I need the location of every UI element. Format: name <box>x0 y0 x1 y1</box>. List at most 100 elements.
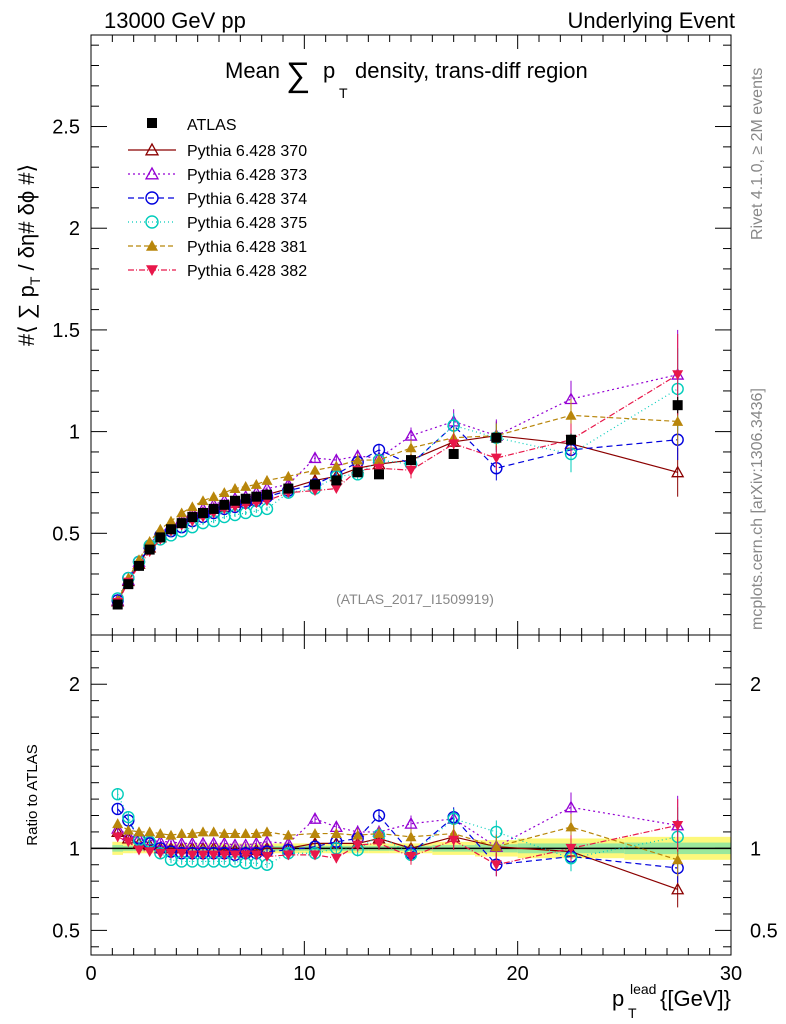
x-label-units: {[GeV]} <box>660 986 731 1011</box>
data-point <box>565 821 577 832</box>
data-point <box>491 432 502 443</box>
data-point <box>309 850 321 861</box>
y-tick-label-main: 1.5 <box>52 320 80 342</box>
data-point <box>282 470 294 481</box>
data-point <box>112 832 124 843</box>
series-main-3 <box>111 415 684 607</box>
data-point <box>309 828 321 838</box>
data-point <box>112 818 124 829</box>
data-point <box>352 840 364 851</box>
side-bottom-label: mcplots.cern.ch [arXiv:1306.3436] <box>749 388 766 630</box>
data-point <box>165 848 177 859</box>
y-label-main: #⟨ ∑ pT / δη# δϕ #⟩ <box>14 164 43 346</box>
y-axis-label: #⟨ ∑ pT / δη# δϕ #⟩ <box>14 164 43 346</box>
x-tick-label: 10 <box>293 963 315 985</box>
data-point <box>197 826 209 837</box>
title-p-sub: T <box>339 85 348 101</box>
data-point <box>672 400 683 411</box>
legend-entry-5: Pythia 6.428 381 <box>128 239 307 256</box>
data-point <box>250 850 262 861</box>
y-tick-label-ratio-right: 0.5 <box>750 920 778 942</box>
data-point <box>352 467 363 478</box>
data-point <box>144 826 156 837</box>
data-point <box>166 524 176 535</box>
data-point <box>218 828 230 838</box>
data-point <box>240 493 251 504</box>
data-point <box>671 465 685 478</box>
legend-entry-3: Pythia 6.428 374 <box>128 191 307 208</box>
data-point <box>672 854 684 865</box>
data-point <box>565 409 577 420</box>
data-point <box>405 831 417 842</box>
legend-label: Pythia 6.428 382 <box>187 263 307 280</box>
data-point <box>154 828 166 838</box>
legend-label: Pythia 6.428 374 <box>187 191 307 208</box>
ratio-panel-frame <box>90 634 732 956</box>
legend-entry-1: Pythia 6.428 370 <box>128 142 307 160</box>
data-point <box>134 560 144 571</box>
series-main-2 <box>111 329 685 606</box>
data-point <box>154 848 166 859</box>
series-line <box>117 374 678 601</box>
data-point <box>448 835 460 846</box>
data-point <box>208 491 220 502</box>
legend-label: Pythia 6.428 375 <box>187 215 307 232</box>
legend-series-list: Pythia 6.428 370 Pythia 6.428 373 Pythia 6… <box>128 142 307 280</box>
title-prefix: Mean <box>225 58 280 83</box>
data-point <box>283 483 294 494</box>
title-p: p <box>323 58 335 83</box>
header-right: Underlying Event <box>567 8 735 33</box>
data-point <box>176 828 188 838</box>
data-point <box>373 828 385 838</box>
data-point <box>405 852 417 863</box>
x-label-sup: lead <box>630 981 656 997</box>
data-point <box>352 454 364 465</box>
x-label-sub: T <box>628 1005 637 1021</box>
data-point <box>239 838 253 851</box>
y-tick-label-ratio: 1 <box>69 838 80 860</box>
analysis-watermark: (ATLAS_2017_I1509919) <box>336 591 494 607</box>
data-point <box>240 850 252 861</box>
data-point <box>672 370 684 381</box>
data-point <box>330 460 342 471</box>
data-point <box>373 463 385 474</box>
y-tick-label-ratio-right: 2 <box>750 674 761 696</box>
series-line <box>117 388 678 599</box>
data-point <box>448 439 460 450</box>
data-point <box>230 495 240 506</box>
data-point <box>308 811 322 824</box>
data-point <box>111 802 124 816</box>
x-tick-label: 30 <box>720 963 742 985</box>
series-line <box>117 414 678 601</box>
data-point <box>672 415 684 426</box>
y-tick-label-main: 1 <box>69 422 80 444</box>
data-point <box>282 829 294 840</box>
data-point <box>490 860 502 871</box>
data-point <box>144 142 160 156</box>
data-point <box>186 501 198 512</box>
main-panel: 0.5 1 1.5 2 2.5 Mean ∑ p T density, trans-di… <box>52 34 732 636</box>
series-ratio-6 <box>112 799 684 877</box>
x-axis-label: p lead T {[GeV]} <box>612 981 731 1021</box>
ratio-data-layer <box>111 787 685 908</box>
data-point <box>240 828 252 838</box>
data-point <box>198 507 208 518</box>
data-point <box>154 523 166 534</box>
data-point <box>146 265 158 276</box>
data-point <box>372 809 386 822</box>
data-point <box>208 503 219 514</box>
data-point <box>145 215 159 229</box>
y-tick-label-ratio: 2 <box>69 674 80 696</box>
data-point <box>373 454 385 465</box>
data-point <box>262 489 272 500</box>
data-point <box>197 850 209 861</box>
x-tick-label: 20 <box>507 963 529 985</box>
data-point <box>261 474 273 485</box>
data-point <box>165 829 177 840</box>
legend-entry-atlas: ATLAS <box>147 117 237 134</box>
data-point <box>218 487 230 498</box>
data-point <box>490 841 502 852</box>
legend-label: Pythia 6.428 373 <box>187 167 307 184</box>
main-axis-ticks: 0.5 1 1.5 2 2.5 <box>52 35 732 635</box>
